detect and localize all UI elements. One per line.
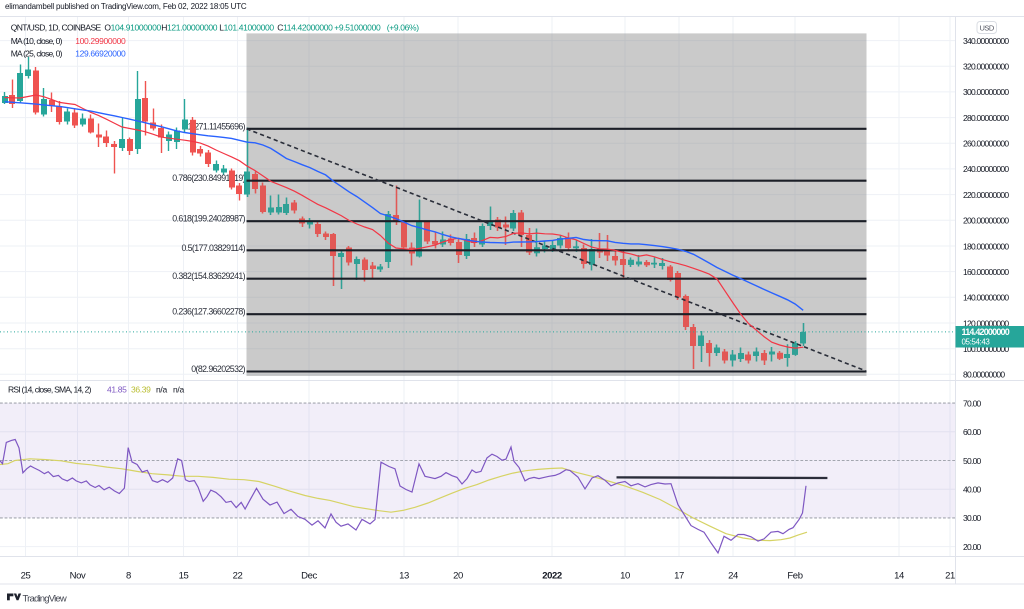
- svg-text:50.00: 50.00: [963, 456, 982, 466]
- svg-text:2022: 2022: [542, 571, 562, 582]
- svg-text:129.66920000: 129.66920000: [75, 49, 126, 59]
- svg-text:60.00: 60.00: [963, 427, 982, 437]
- svg-text:300.00000000: 300.00000000: [963, 87, 1009, 97]
- svg-text:80.00000000: 80.00000000: [963, 370, 1005, 380]
- svg-text:8: 8: [126, 571, 131, 582]
- svg-text:Nov: Nov: [70, 571, 86, 582]
- svg-text:MA (10, close, 0): MA (10, close, 0): [11, 36, 63, 46]
- svg-text:0.5(177.03829114): 0.5(177.03829114): [182, 243, 246, 253]
- svg-text:40.00: 40.00: [963, 485, 982, 495]
- svg-text:n/a: n/a: [156, 385, 167, 395]
- svg-text:120.00000000: 120.00000000: [963, 318, 1009, 328]
- svg-text:05:54:43: 05:54:43: [962, 338, 991, 347]
- svg-text:14: 14: [894, 571, 904, 582]
- svg-text:13: 13: [399, 571, 409, 582]
- svg-text:70.00: 70.00: [963, 398, 982, 408]
- svg-text:260.00000000: 260.00000000: [963, 139, 1009, 149]
- svg-text:320.00000000: 320.00000000: [963, 62, 1009, 72]
- svg-text:30.00: 30.00: [963, 513, 982, 523]
- svg-text:RSI (14, close, SMA, 14, 2): RSI (14, close, SMA, 14, 2): [8, 385, 92, 395]
- svg-text:17: 17: [674, 571, 684, 582]
- svg-text:0.618(199.24028987): 0.618(199.24028987): [172, 214, 245, 224]
- svg-text:20.00: 20.00: [963, 542, 982, 552]
- svg-text:24: 24: [728, 571, 738, 582]
- svg-text:USD: USD: [980, 23, 995, 32]
- svg-text:15: 15: [179, 571, 189, 582]
- svg-text:1(271.11455696): 1(271.11455696): [188, 121, 246, 131]
- svg-text:0(82.96202532): 0(82.96202532): [191, 364, 245, 374]
- svg-text:0.382(154.83629241): 0.382(154.83629241): [172, 271, 245, 281]
- svg-text:22: 22: [233, 571, 243, 582]
- svg-text:20: 20: [453, 571, 463, 582]
- svg-text:220.00000000: 220.00000000: [963, 190, 1009, 200]
- svg-text:25: 25: [21, 571, 31, 582]
- svg-text:280.00000000: 280.00000000: [963, 113, 1009, 123]
- svg-text:Dec: Dec: [301, 571, 317, 582]
- svg-text:140.00000000: 140.00000000: [963, 293, 1009, 303]
- svg-text:TradingView: TradingView: [23, 594, 67, 605]
- svg-text:180.00000000: 180.00000000: [963, 241, 1009, 251]
- svg-text:340.00000000: 340.00000000: [963, 36, 1009, 46]
- svg-text:MA (25, close, 0): MA (25, close, 0): [11, 49, 63, 59]
- svg-text:0.786(230.84991519): 0.786(230.84991519): [172, 173, 245, 183]
- svg-text:41.85: 41.85: [107, 385, 127, 395]
- svg-text:elimandambell published on Tra: elimandambell published on TradingView.c…: [5, 2, 247, 11]
- svg-text:114.42000000: 114.42000000: [962, 327, 1010, 337]
- svg-text:240.00000000: 240.00000000: [963, 164, 1009, 174]
- svg-text:Feb: Feb: [787, 571, 802, 582]
- svg-text:10: 10: [620, 571, 630, 582]
- svg-text:100.00000000: 100.00000000: [963, 344, 1009, 354]
- svg-text:100.29900000: 100.29900000: [75, 36, 126, 46]
- svg-text:160.00000000: 160.00000000: [963, 267, 1009, 277]
- svg-text:QNT/USD, 1D, COINBASE: QNT/USD, 1D, COINBASE: [11, 23, 102, 33]
- svg-text:200.00000000: 200.00000000: [963, 216, 1009, 226]
- svg-text:21: 21: [945, 571, 955, 582]
- svg-text:n/a: n/a: [173, 385, 184, 395]
- svg-text:36.39: 36.39: [131, 385, 151, 395]
- svg-text:0.236(127.36602278): 0.236(127.36602278): [172, 307, 245, 317]
